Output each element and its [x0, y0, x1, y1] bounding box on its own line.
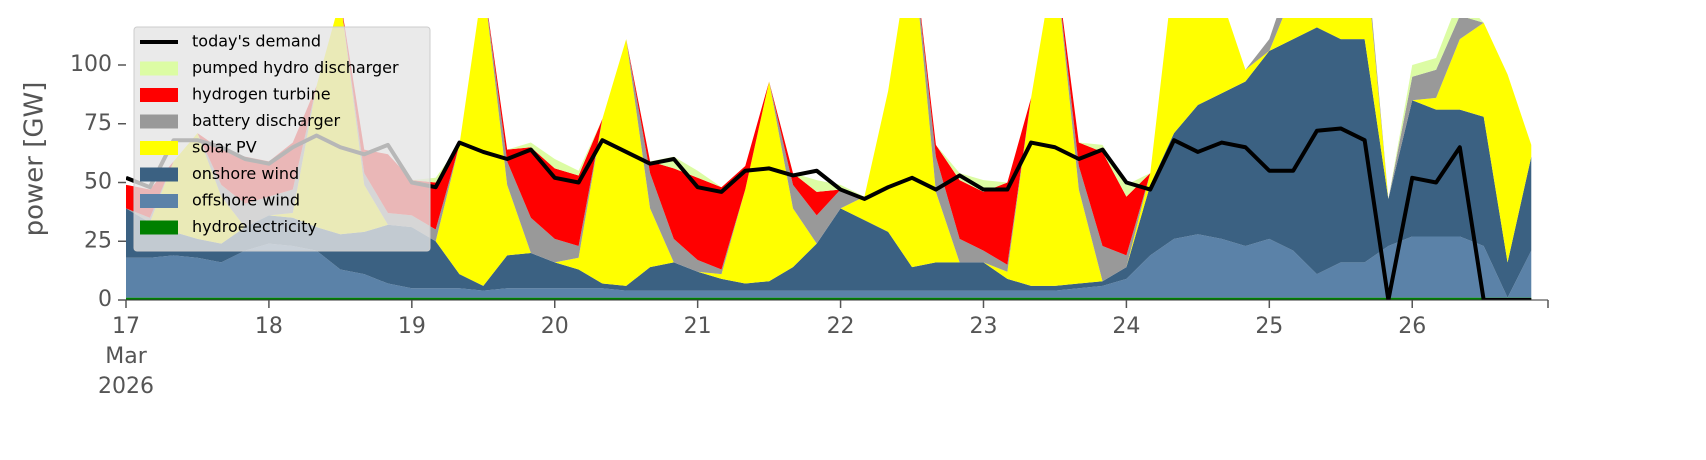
legend-label: onshore wind: [192, 164, 299, 183]
legend-swatch: [140, 194, 178, 208]
legend-label: battery discharger: [192, 111, 340, 130]
legend-label: solar PV: [192, 138, 257, 157]
x-tick-label: 22: [827, 314, 855, 339]
y-axis-label: power [GW]: [20, 82, 50, 237]
legend-label: hydroelectricity: [192, 217, 317, 236]
x-tick-label: 21: [684, 314, 712, 339]
x-tick-label: 25: [1255, 314, 1283, 339]
legend-swatch: [140, 167, 178, 182]
area: [126, 27, 1532, 298]
legend-label: today's demand: [192, 32, 321, 51]
x-tick-label: 26: [1398, 314, 1426, 339]
area: [126, 18, 1532, 286]
x-tick-label: 23: [969, 314, 997, 339]
area: [126, 234, 1532, 298]
legend-swatch: [140, 61, 178, 76]
y-tick-label: 50: [84, 170, 112, 195]
legend-swatch: [140, 88, 178, 102]
y-tick-label: 75: [84, 111, 112, 136]
legend-swatch: [140, 114, 178, 129]
legend-box: [133, 26, 431, 252]
legend-swatch: [140, 141, 178, 155]
legend-label: offshore wind: [192, 191, 300, 210]
y-tick-label: 0: [98, 287, 112, 312]
area: [126, 297, 1532, 300]
x-tick-label: 24: [1112, 314, 1140, 339]
legend-swatch: [140, 220, 178, 235]
legend-label: hydrogen turbine: [192, 85, 331, 104]
x-tick-label: 17 Mar 2026: [98, 314, 154, 399]
y-tick-label: 100: [70, 52, 112, 77]
x-tick-label: 19: [398, 314, 426, 339]
y-tick-label: 25: [84, 228, 112, 253]
legend-label: pumped hydro discharger: [192, 58, 399, 77]
x-tick-label: 18: [255, 314, 283, 339]
x-tick-label: 20: [541, 314, 569, 339]
